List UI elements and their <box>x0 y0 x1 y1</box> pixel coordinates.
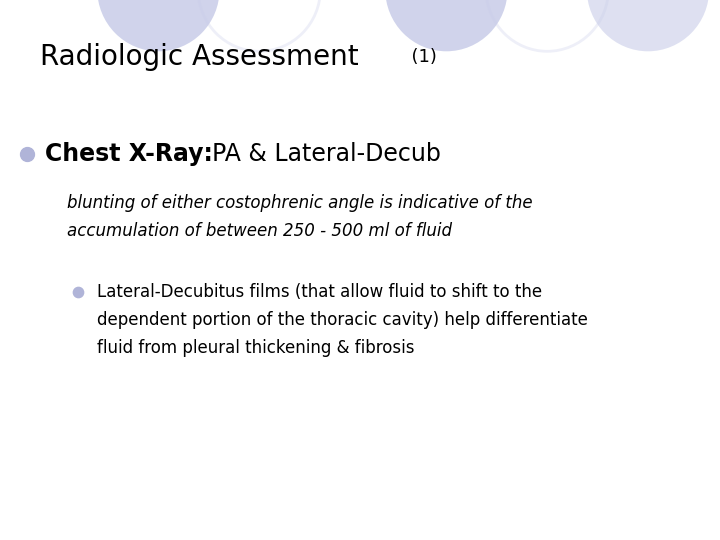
Ellipse shape <box>587 0 709 51</box>
Point <box>72 287 84 296</box>
Text: Chest X-Ray:: Chest X-Ray: <box>45 142 213 166</box>
Text: Lateral-Decubitus films (that allow fluid to shift to the: Lateral-Decubitus films (that allow flui… <box>97 282 542 301</box>
Text: Radiologic Assessment: Radiologic Assessment <box>40 43 359 71</box>
Text: fluid from pleural thickening & fibrosis: fluid from pleural thickening & fibrosis <box>97 339 415 357</box>
Ellipse shape <box>385 0 508 51</box>
Text: blunting of either costophrenic angle is indicative of the: blunting of either costophrenic angle is… <box>67 193 533 212</box>
Point <box>22 150 33 158</box>
Text: dependent portion of the thoracic cavity) help differentiate: dependent portion of the thoracic cavity… <box>97 310 588 329</box>
Text: PA & Lateral-Decub: PA & Lateral-Decub <box>212 142 441 166</box>
Ellipse shape <box>97 0 220 51</box>
Text: (1): (1) <box>400 48 436 66</box>
Text: accumulation of between 250 - 500 ml of fluid: accumulation of between 250 - 500 ml of … <box>67 222 452 240</box>
